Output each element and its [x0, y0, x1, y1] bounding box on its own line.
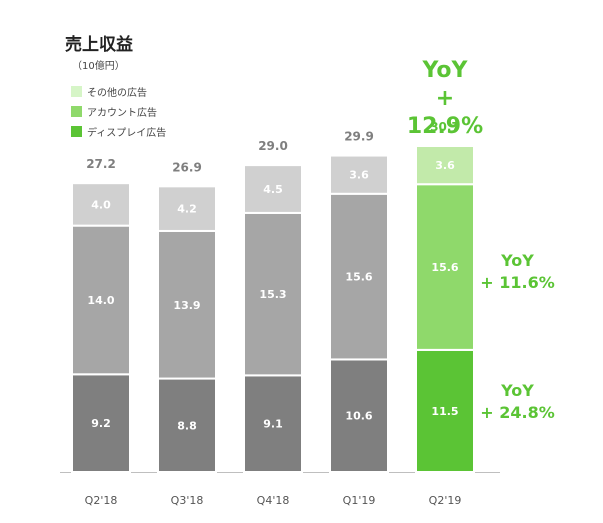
data-label-display: 8.8: [177, 419, 197, 432]
bar-segment-account: [71, 224, 131, 376]
bar-segment-display: [243, 374, 303, 473]
yoy-total-label: YoY: [422, 58, 468, 83]
yoy-account-value: + 11.6%: [480, 273, 555, 292]
bar-segment-display: [415, 348, 475, 473]
legend-item-display: ディスプレイ広告: [71, 121, 166, 141]
yoy-display-callout: YoY + 24.8%: [470, 380, 565, 424]
data-label-other: 4.5: [263, 183, 283, 196]
total-label: 26.9: [172, 160, 202, 174]
total-label: 30.7: [430, 120, 460, 134]
data-label-display: 9.2: [91, 417, 111, 430]
bar-segment-other: [329, 154, 389, 195]
legend-label-display: ディスプレイ広告: [87, 127, 167, 139]
data-label-other: 3.6: [435, 159, 455, 172]
yoy-account-label: YoY: [501, 251, 534, 270]
legend-swatch-account: [71, 105, 82, 117]
yoy-display-value: + 24.8%: [480, 403, 555, 422]
data-label-display: 9.1: [263, 418, 283, 431]
yoy-account-callout: YoY + 11.6%: [470, 250, 565, 294]
bar-segment-account: [243, 211, 303, 377]
legend: その他の広告 アカウント広告 ディスプレイ広告: [71, 81, 166, 141]
data-label-account: 15.3: [259, 288, 286, 301]
yoy-total-value: + 12.9%: [406, 86, 484, 139]
bar-segment-display: [157, 377, 217, 473]
data-label-account: 13.9: [173, 299, 200, 312]
x-tick-label: Q4'18: [257, 494, 290, 507]
legend-swatch-display: [71, 125, 82, 137]
total-label: 29.9: [344, 130, 374, 144]
x-tick-label: Q1'19: [343, 494, 376, 507]
bar-segment-account: [329, 192, 389, 361]
bar-segment-other: [415, 145, 475, 186]
legend-label-other: その他の広告: [87, 87, 147, 99]
data-label-account: 15.6: [345, 271, 372, 284]
legend-swatch-other: [71, 85, 82, 97]
data-label-other: 4.2: [177, 203, 197, 216]
yoy-total-callout: YoY + 12.9%: [395, 57, 495, 141]
data-label-other: 4.0: [91, 198, 111, 211]
x-tick-label: Q3'18: [171, 494, 204, 507]
legend-item-other: その他の広告: [71, 81, 166, 101]
x-tick-label: Q2'18: [85, 494, 118, 507]
data-label-display: 11.5: [431, 405, 458, 418]
bar-segment-account: [157, 229, 217, 380]
legend-item-account: アカウント広告: [71, 101, 166, 121]
total-label: 27.2: [86, 157, 116, 171]
unit-label: （10億円）: [72, 61, 125, 72]
x-tick-label: Q2'19: [429, 494, 462, 507]
data-label-other: 3.6: [349, 169, 369, 182]
bar-segment-other: [71, 182, 131, 227]
bar-segment-other: [243, 164, 303, 214]
chart-title: 売上収益: [65, 35, 133, 55]
legend-label-account: アカウント広告: [87, 107, 157, 119]
data-label-display: 10.6: [345, 410, 372, 423]
bar-segment-account: [415, 183, 475, 351]
bar-segment-display: [329, 358, 389, 473]
data-label-account: 15.6: [431, 261, 458, 274]
data-label-account: 14.0: [87, 294, 114, 307]
yoy-display-label: YoY: [501, 381, 534, 400]
bar-segment-other: [157, 185, 217, 232]
total-label: 29.0: [258, 139, 288, 153]
